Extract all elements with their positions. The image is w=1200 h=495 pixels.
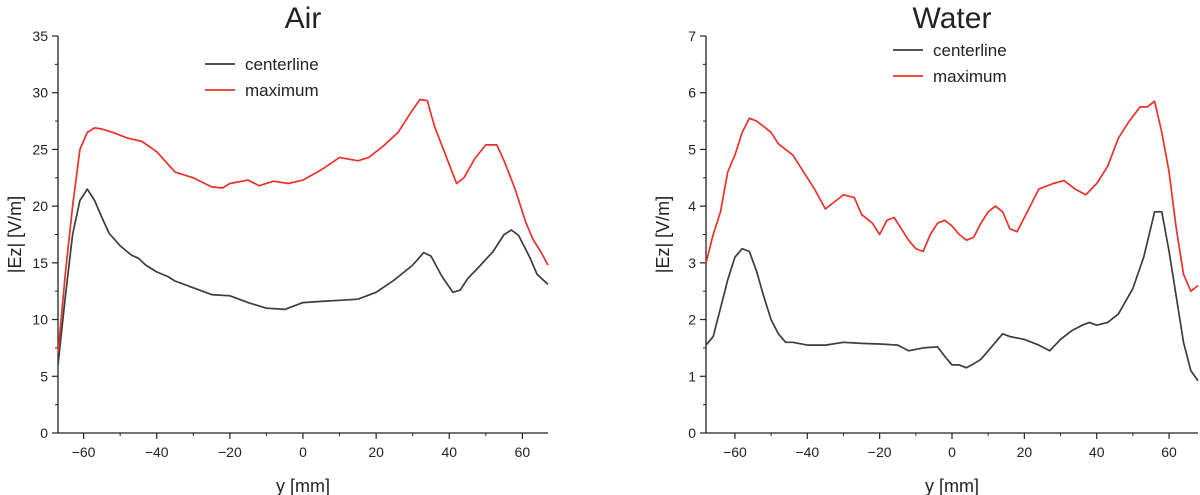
series-line-maximum <box>705 100 1199 293</box>
legend-label: centerline <box>933 41 1007 60</box>
x-tick-label: 20 <box>368 444 384 460</box>
x-tick-label: 20 <box>1017 444 1033 460</box>
y-tick-label: 30 <box>32 85 48 101</box>
y-tick-label: 2 <box>688 312 696 328</box>
y-tick-label: 3 <box>688 255 696 271</box>
legend-label: maximum <box>933 67 1007 86</box>
x-tick-label: −20 <box>868 444 892 460</box>
x-tick-label: 60 <box>515 444 531 460</box>
legend-label: maximum <box>245 81 319 100</box>
y-tick-label: 15 <box>32 255 48 271</box>
y-tick-label: 25 <box>32 141 48 157</box>
x-tick-label: −60 <box>72 444 96 460</box>
series-line-centerline <box>57 188 549 365</box>
y-tick-label: 10 <box>32 312 48 328</box>
y-tick-label: 5 <box>688 141 696 157</box>
legend-label: centerline <box>245 55 319 74</box>
x-tick-label: −60 <box>723 444 747 460</box>
y-tick-label: 20 <box>32 198 48 214</box>
series-line-maximum <box>57 98 549 354</box>
y-tick-label: 5 <box>40 368 48 384</box>
y-tick-label: 35 <box>32 28 48 44</box>
x-tick-label: −20 <box>218 444 242 460</box>
y-axis-label: |Ez| [V/m] <box>653 196 673 273</box>
chart-title: Air <box>285 2 322 35</box>
y-tick-label: 6 <box>688 85 696 101</box>
x-axis-label: y [mm] <box>276 476 330 495</box>
x-tick-label: 0 <box>299 444 307 460</box>
x-tick-label: 40 <box>1089 444 1105 460</box>
x-tick-label: −40 <box>795 444 819 460</box>
chart-title: Water <box>913 2 992 35</box>
x-tick-label: 40 <box>441 444 457 460</box>
y-axis-label: |Ez| [V/m] <box>5 196 25 273</box>
y-tick-label: 7 <box>688 28 696 44</box>
series-line-centerline <box>705 210 1199 382</box>
x-tick-label: −40 <box>145 444 169 460</box>
y-tick-label: 0 <box>688 425 696 441</box>
x-tick-label: 60 <box>1161 444 1177 460</box>
y-tick-label: 4 <box>688 198 696 214</box>
x-tick-label: 0 <box>948 444 956 460</box>
y-tick-label: 1 <box>688 368 696 384</box>
x-axis-label: y [mm] <box>925 476 979 495</box>
y-tick-label: 0 <box>40 425 48 441</box>
